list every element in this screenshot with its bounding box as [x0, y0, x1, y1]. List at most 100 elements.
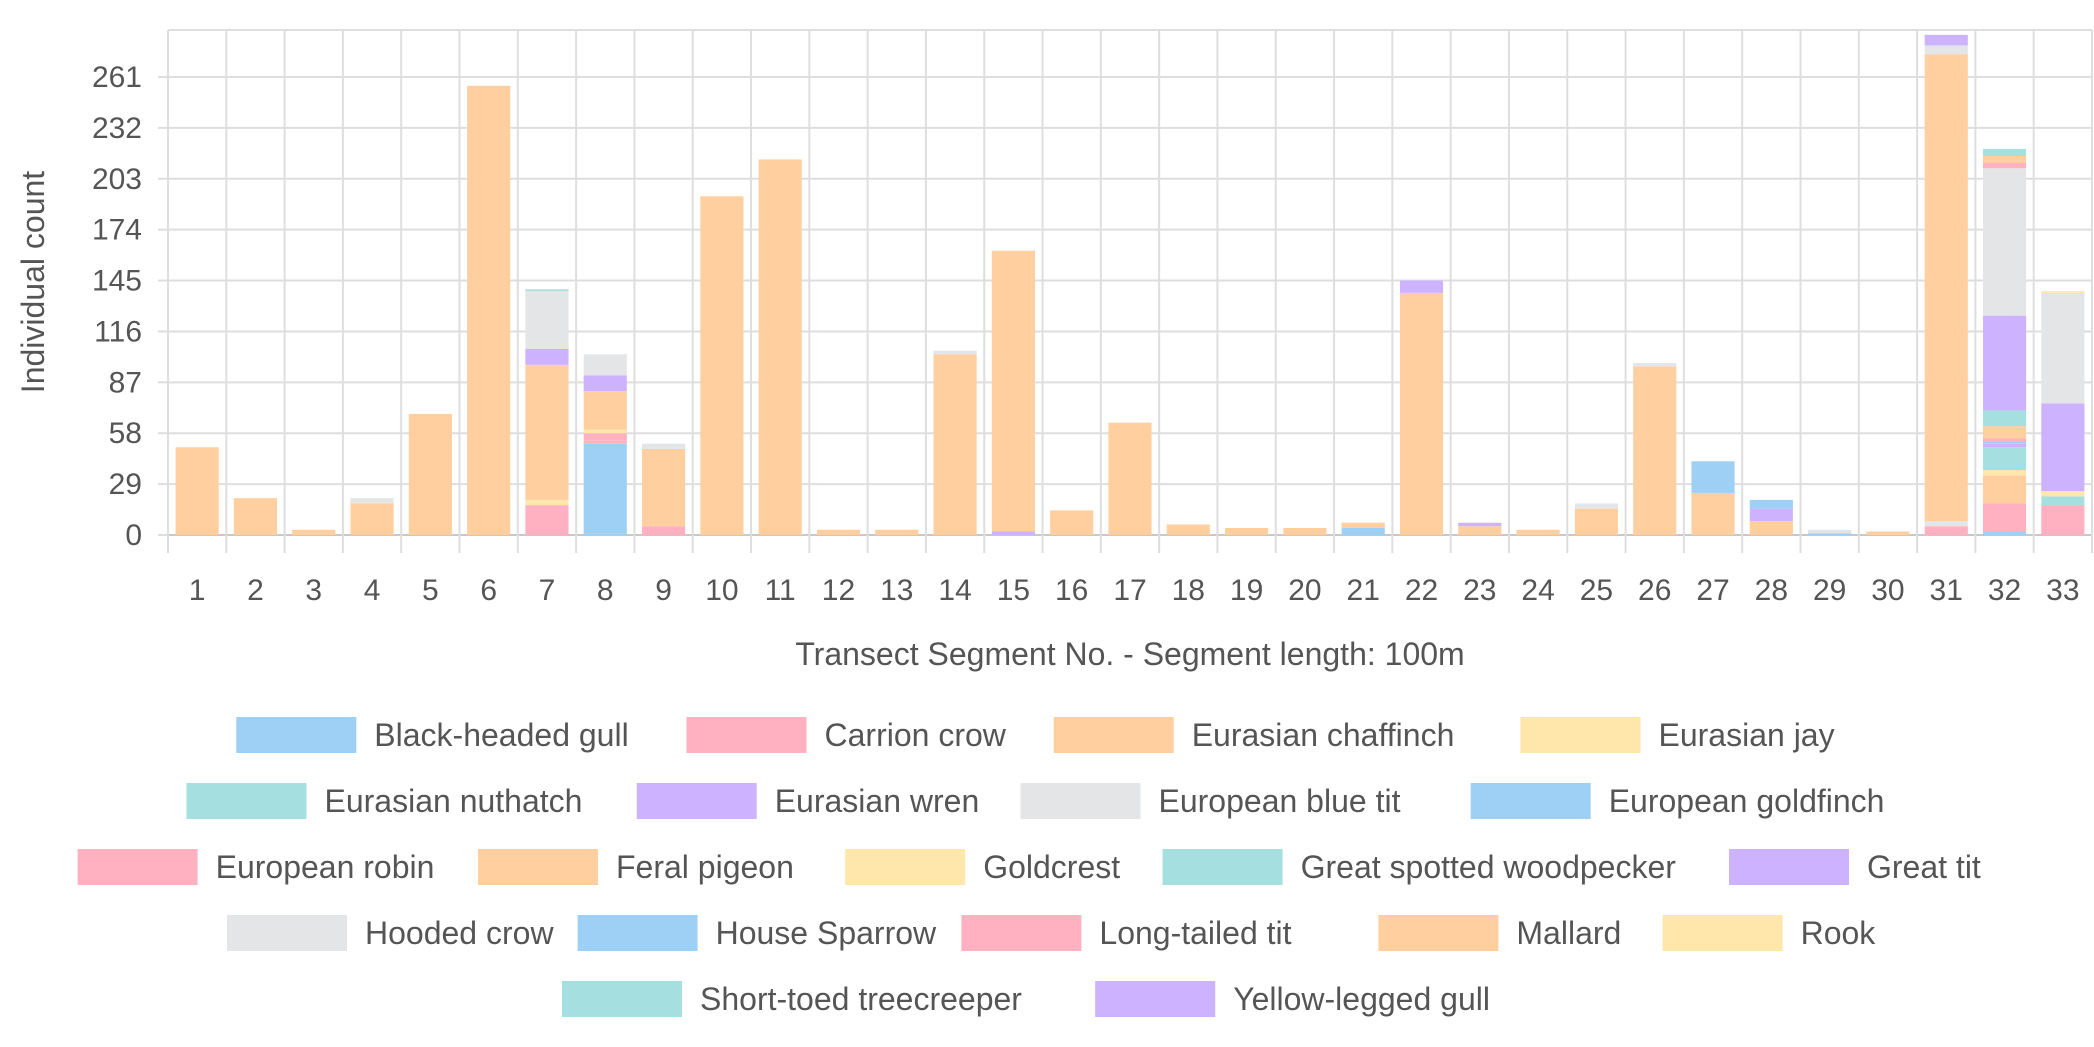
legend-item: Eurasian chaffinch [1053, 717, 1455, 753]
legend-swatch [1662, 915, 1783, 951]
bar-segment [1749, 520, 1793, 535]
bar-segment [175, 447, 219, 535]
bar-segment [1924, 45, 1968, 55]
legend-item: European blue tit [1020, 783, 1401, 819]
bar-segment [1808, 529, 1852, 534]
bar-segment [583, 429, 627, 434]
legend-item: Long-tailed tit [961, 915, 1292, 951]
x-tick-label: 3 [305, 574, 322, 607]
bar-segment [350, 503, 394, 535]
x-tick-label: 12 [822, 574, 855, 607]
bar-segment [2041, 292, 2085, 404]
bar-segment [1691, 461, 1735, 493]
legend-swatch [186, 783, 307, 819]
x-tick-label: 24 [1521, 574, 1554, 607]
legend-item: Black-headed gull [236, 717, 629, 753]
x-tick-label: 18 [1172, 574, 1205, 607]
legend-label: European blue tit [1159, 783, 1401, 819]
bar-segment [583, 354, 627, 376]
x-tick-label: 11 [765, 574, 796, 607]
x-tick-label: 20 [1288, 574, 1321, 607]
y-tick-label: 87 [109, 366, 142, 399]
legend-label: Black-headed gull [374, 717, 628, 753]
legend-label: Eurasian wren [775, 783, 980, 819]
bar-segment [2041, 505, 2085, 535]
bar-segment [642, 526, 686, 535]
legend-label: Mallard [1516, 915, 1621, 951]
x-tick-label: 16 [1055, 574, 1088, 607]
legend-item: Eurasian nuthatch [186, 783, 583, 819]
bar-segment [1458, 526, 1502, 535]
bar-segment [408, 413, 452, 535]
bar-segment [583, 443, 627, 534]
bar-segment [1108, 422, 1152, 535]
bar-segment [1924, 34, 1968, 46]
legend-label: European goldfinch [1609, 783, 1885, 819]
legend-swatch [845, 849, 966, 885]
legend-item: European goldfinch [1470, 783, 1885, 819]
x-tick-label: 30 [1871, 574, 1904, 607]
bar-segment [525, 348, 569, 365]
bar-segment [583, 533, 627, 535]
x-tick-label: 27 [1696, 574, 1729, 607]
legend-label: Great spotted woodpecker [1301, 849, 1677, 885]
legend-item: Mallard [1378, 915, 1621, 951]
bar-segment [642, 443, 686, 450]
legend-swatch [1162, 849, 1283, 885]
legend-label: Carrion crow [825, 717, 1007, 753]
x-tick-label: 4 [364, 574, 381, 607]
bar-segment [1808, 533, 1852, 535]
bar-segment [1574, 508, 1618, 535]
legend-swatch [236, 717, 357, 753]
legend-swatch [686, 717, 807, 753]
bar-segment [1982, 426, 2027, 439]
bar-segment [1633, 366, 1677, 535]
bar-segment [991, 250, 1035, 532]
bar-segment [583, 375, 627, 392]
bar-segment [350, 498, 394, 504]
x-tick-label: 5 [422, 574, 439, 607]
legend-item: Great tit [1729, 849, 1981, 885]
bar-segment [1924, 526, 1968, 535]
legend-label: House Sparrow [716, 915, 937, 951]
bar-segment [1341, 522, 1385, 528]
bar-segment [1982, 315, 2027, 411]
x-tick-label: 9 [655, 574, 672, 607]
bar-segment [1341, 527, 1385, 535]
legend-label: Eurasian jay [1659, 717, 1835, 753]
y-tick-label: 116 [94, 315, 142, 348]
bar-segment [233, 498, 278, 535]
x-tick-label: 1 [189, 574, 206, 607]
bar-segment [2041, 291, 2085, 293]
legend-label: Eurasian nuthatch [325, 783, 583, 819]
bar-segment [1516, 529, 1560, 535]
bar-segment [1691, 492, 1735, 535]
bar-segment [1866, 531, 1910, 535]
legend-swatch [1470, 783, 1591, 819]
bar-segment [816, 529, 861, 535]
y-tick-label: 261 [92, 61, 142, 94]
legend-swatch [478, 849, 598, 885]
bar-segment [1924, 54, 1968, 521]
legend-label: Short-toed treecreeper [700, 981, 1022, 1017]
bar-segment [1924, 520, 1968, 527]
legend-swatch [1520, 717, 1641, 753]
legend-label: Rook [1801, 915, 1877, 951]
bar-segment [991, 531, 1035, 535]
legend-swatch [1020, 783, 1141, 819]
legend-item: Goldcrest [845, 849, 1120, 885]
legend-label: Eurasian chaffinch [1192, 717, 1455, 753]
legend-item: Yellow-legged gull [1095, 981, 1490, 1017]
x-tick-label: 26 [1638, 574, 1671, 607]
x-tick-label: 8 [597, 574, 614, 607]
bar-segment [875, 529, 919, 535]
x-tick-label: 13 [880, 574, 913, 607]
bar-segment [467, 85, 511, 535]
bar-segment [1166, 524, 1210, 535]
legend-label: Yellow-legged gull [1233, 981, 1490, 1017]
legend-label: European robin [216, 849, 435, 885]
legend-item: Feral pigeon [478, 849, 794, 885]
bar-segment [1399, 280, 1444, 293]
legend-label: Great tit [1867, 849, 1981, 885]
